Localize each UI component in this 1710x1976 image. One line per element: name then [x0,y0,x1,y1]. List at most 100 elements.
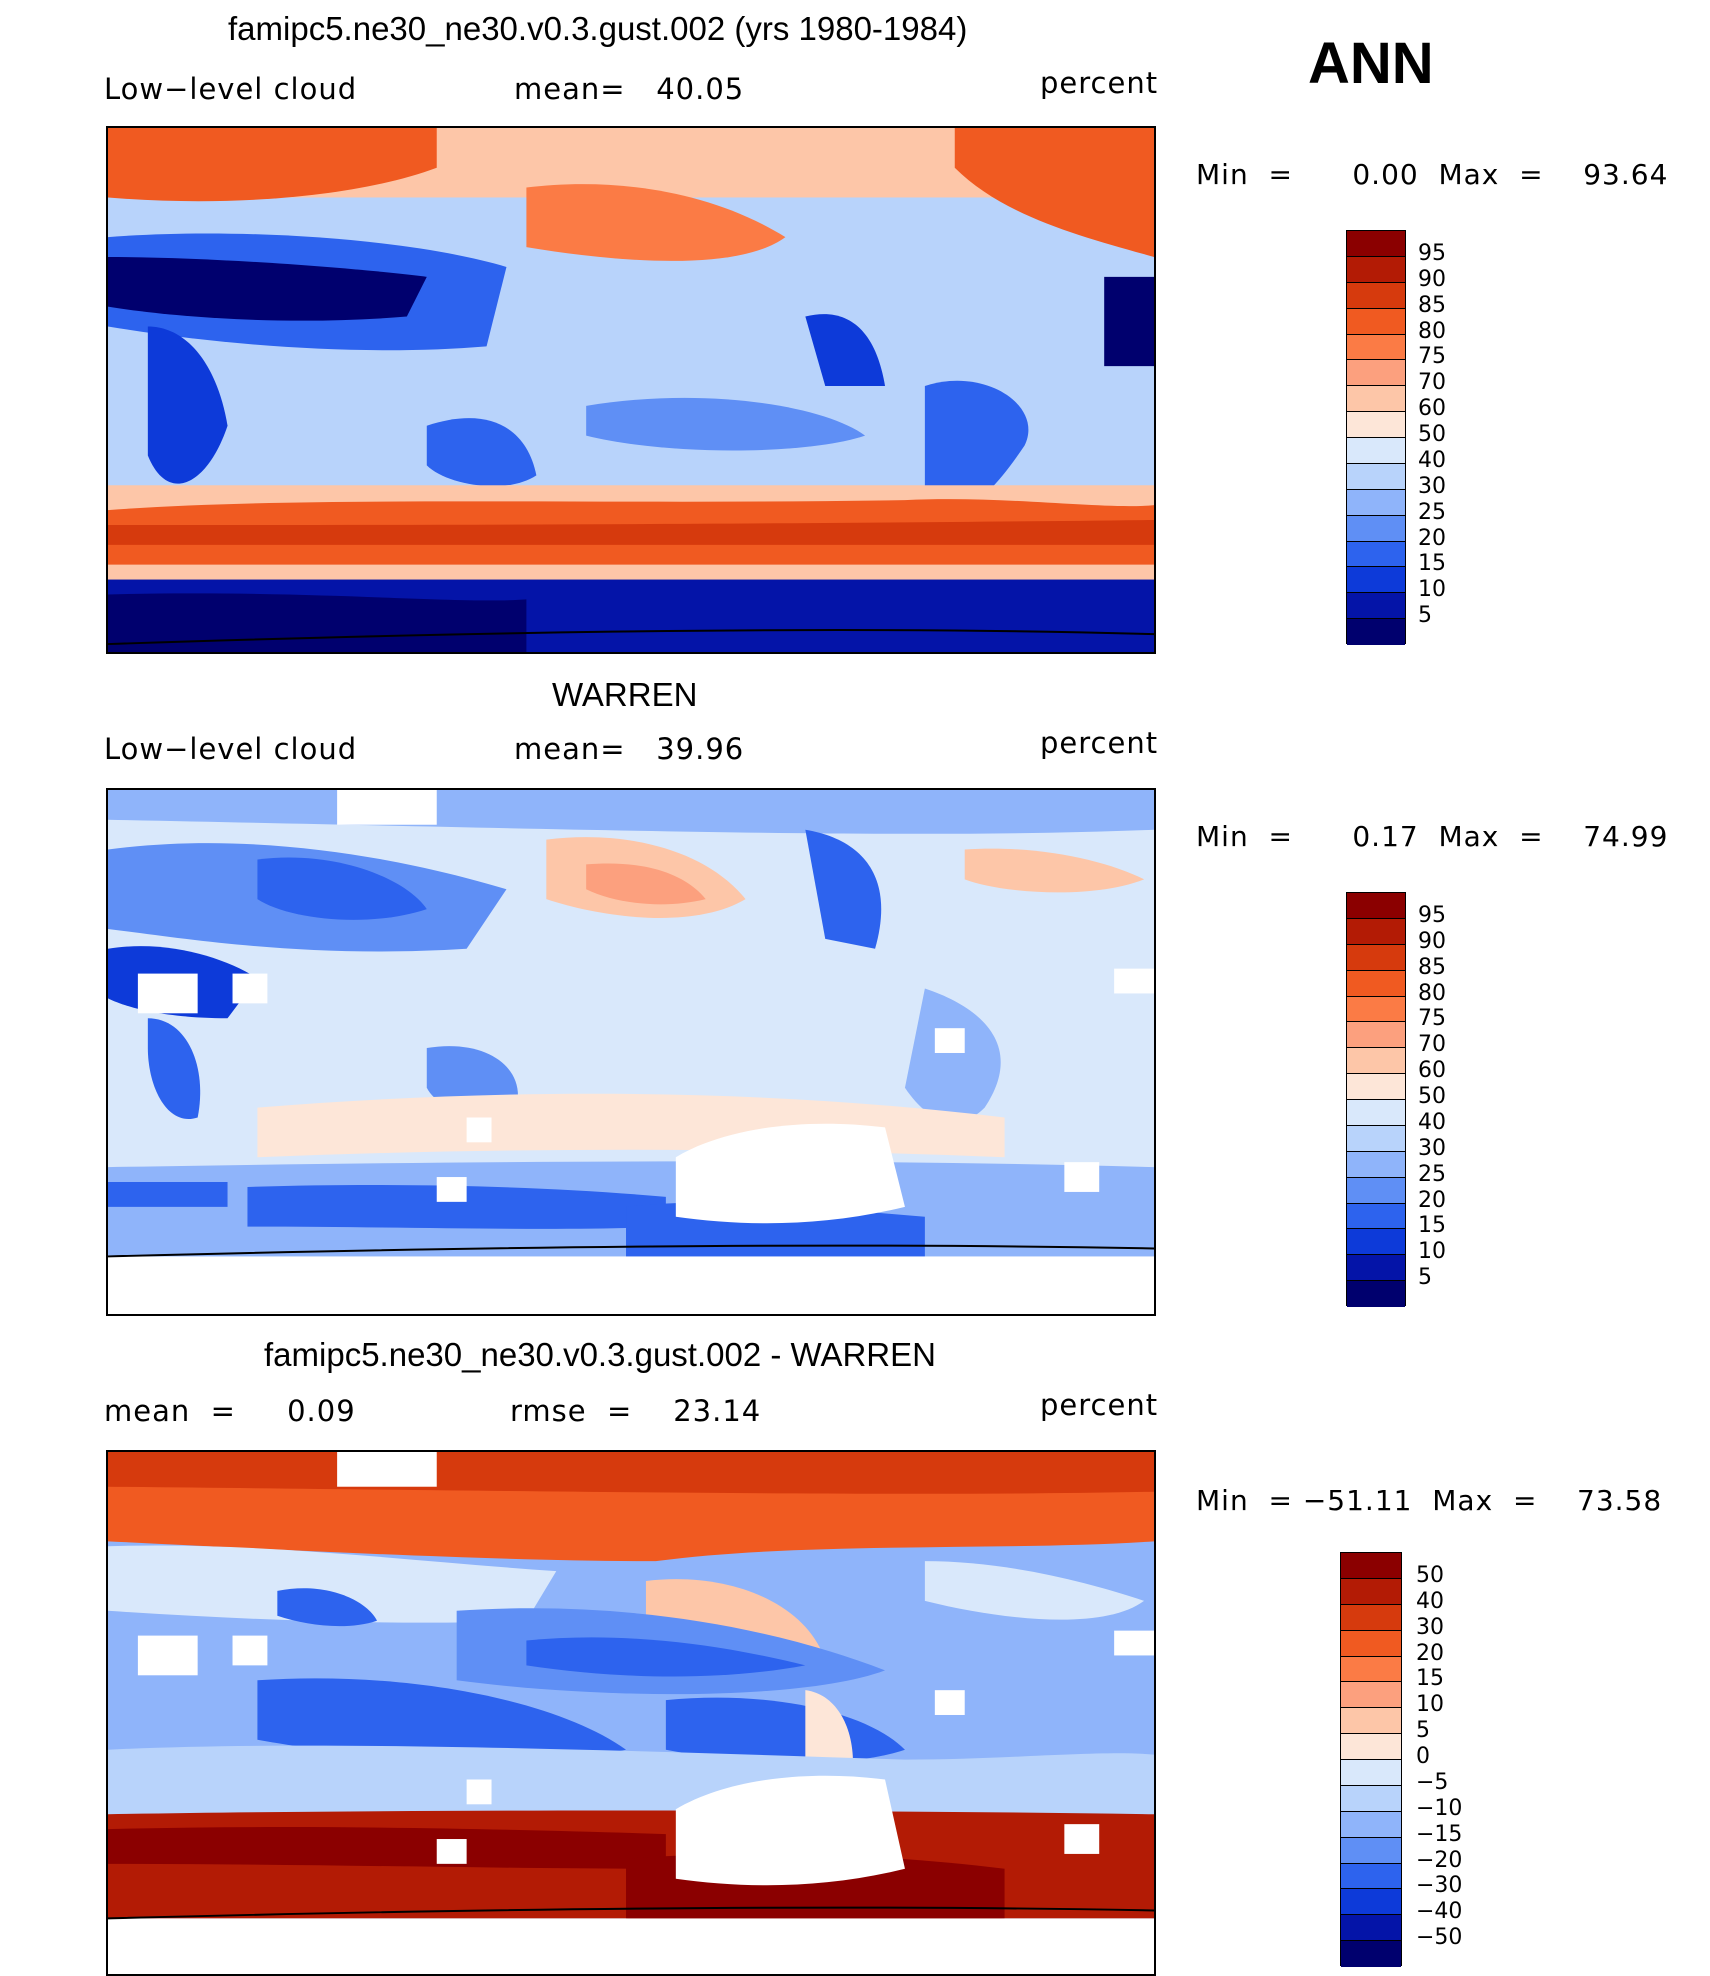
panel3-colorbar [1340,1552,1402,1967]
colorbar-swatch [1341,1889,1401,1916]
colorbar-swatch [1347,970,1405,997]
colorbar-label: −50 [1416,1925,1463,1950]
colorbar-swatch [1341,1915,1401,1942]
colorbar-swatch [1341,1760,1401,1786]
colorbar-swatch [1347,996,1405,1023]
panel2-units-label: percent [1040,726,1159,760]
colorbar-label: 85 [1418,955,1446,980]
colorbar-swatch [1347,231,1405,257]
panel1-units-label: percent [1040,66,1159,100]
colorbar-swatch [1347,1255,1405,1282]
colorbar-swatch [1341,1682,1401,1709]
colorbar-label: 0 [1416,1744,1430,1769]
panel3-title: famipc5.ne30_ne30.v0.3.gust.002 - WARREN [264,1336,936,1373]
colorbar-label: 90 [1418,267,1446,292]
colorbar-label: 5 [1418,603,1432,628]
colorbar-swatch [1347,1203,1405,1230]
colorbar-label: 85 [1418,293,1446,318]
panel2-map [106,788,1156,1316]
colorbar-label: 40 [1418,448,1446,473]
colorbar-swatch [1347,619,1405,645]
panel3-rmse-label: rmse = 23.14 [510,1394,762,1428]
colorbar-swatch [1341,1811,1401,1838]
colorbar-label: −15 [1416,1822,1463,1847]
colorbar-label: 75 [1418,1006,1446,1031]
panel3-units-label: percent [1040,1388,1159,1422]
panel1-map [106,126,1156,654]
colorbar-label: 15 [1418,551,1446,576]
colorbar-swatch [1347,1281,1405,1307]
panel2-mean-label: mean= 39.96 [514,732,745,766]
colorbar-label: −40 [1416,1899,1463,1924]
panel2-title: WARREN [552,676,698,713]
panel2-variable-label: Low−level cloud [104,732,358,766]
colorbar-swatch [1341,1553,1401,1579]
colorbar-label: 80 [1418,319,1446,344]
colorbar-swatch [1347,1074,1405,1100]
colorbar-swatch [1347,1177,1405,1204]
colorbar-swatch [1347,463,1405,490]
colorbar-swatch [1347,1125,1405,1152]
panel2-minmax: Min = 0.17 Max = 74.99 [1196,820,1669,853]
colorbar-label: 90 [1418,929,1446,954]
panel3-map-svg [108,1452,1154,1974]
panel1-colorbar [1346,230,1406,645]
colorbar-swatch [1341,1656,1401,1683]
colorbar-swatch [1347,567,1405,594]
colorbar-swatch [1347,386,1405,413]
colorbar-label: 40 [1416,1589,1444,1614]
colorbar-label: 15 [1418,1213,1446,1238]
colorbar-label: 80 [1418,981,1446,1006]
panel2-map-svg [108,790,1154,1314]
colorbar-label: 70 [1418,370,1446,395]
colorbar-label: 40 [1418,1110,1446,1135]
colorbar-swatch [1341,1734,1401,1760]
colorbar-label: 30 [1418,1136,1446,1161]
colorbar-label: 10 [1416,1692,1444,1717]
panel1-map-svg [108,128,1154,652]
colorbar-swatch [1341,1863,1401,1890]
colorbar-swatch [1341,1604,1401,1631]
colorbar-swatch [1347,1100,1405,1126]
panel1-mean-label: mean= 40.05 [514,72,745,106]
colorbar-swatch [1341,1941,1401,1967]
colorbar-label: 15 [1416,1666,1444,1691]
colorbar-label: 20 [1418,526,1446,551]
colorbar-label: 5 [1418,1265,1432,1290]
colorbar-label: 30 [1416,1615,1444,1640]
colorbar-swatch [1347,1022,1405,1049]
colorbar-swatch [1347,412,1405,438]
colorbar-swatch [1347,1229,1405,1256]
colorbar-swatch [1347,438,1405,464]
colorbar-label: 20 [1418,1188,1446,1213]
colorbar-swatch [1341,1785,1401,1812]
panel1-minmax: Min = 0.00 Max = 93.64 [1196,158,1669,191]
colorbar-label: 10 [1418,577,1446,602]
colorbar-label: 5 [1416,1718,1430,1743]
colorbar-swatch [1347,282,1405,309]
colorbar-swatch [1341,1578,1401,1605]
colorbar-label: 20 [1416,1641,1444,1666]
colorbar-label: 50 [1418,1084,1446,1109]
colorbar-swatch [1347,1048,1405,1075]
colorbar-label: 75 [1418,344,1446,369]
colorbar-swatch [1347,256,1405,283]
colorbar-label: −5 [1416,1770,1449,1795]
colorbar-label: −10 [1416,1796,1463,1821]
panel3-minmax: Min = −51.11 Max = 73.58 [1196,1484,1663,1517]
colorbar-label: 50 [1416,1563,1444,1588]
panel3-map [106,1450,1156,1976]
colorbar-label: −30 [1416,1873,1463,1898]
panel2-colorbar [1346,892,1406,1307]
colorbar-swatch [1347,360,1405,387]
colorbar-swatch [1347,541,1405,568]
panel1-variable-label: Low−level cloud [104,72,358,106]
season-label: ANN [1308,31,1434,96]
colorbar-label: 10 [1418,1239,1446,1264]
colorbar-swatch [1347,308,1405,335]
colorbar-swatch [1341,1837,1401,1864]
panel1-title: famipc5.ne30_ne30.v0.3.gust.002 (yrs 198… [228,10,968,47]
colorbar-label: 95 [1418,241,1446,266]
colorbar-label: 60 [1418,1058,1446,1083]
colorbar-label: 25 [1418,500,1446,525]
